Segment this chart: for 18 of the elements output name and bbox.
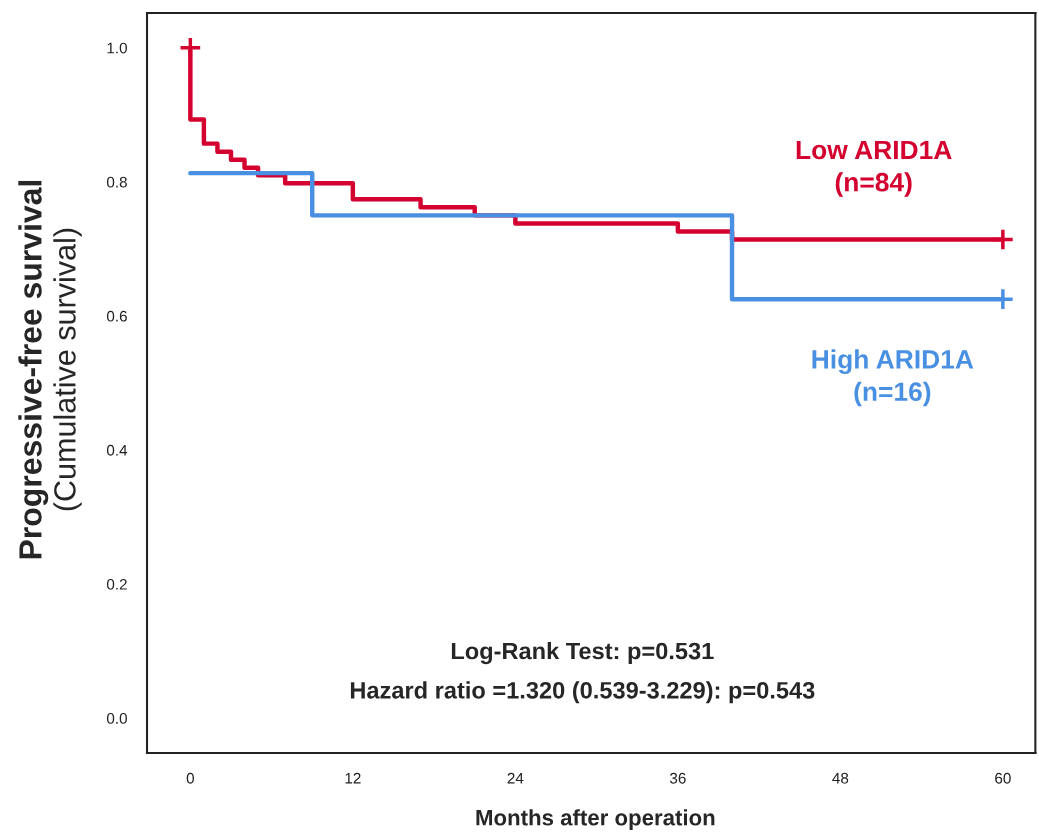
y-axis-title: Progressive-free survival (Cumulative survival) bbox=[18, 180, 82, 559]
annotation: Hazard ratio =1.320 (0.539-3.229): p=0.543 bbox=[350, 681, 815, 704]
y-tick-label: 0.8 bbox=[106, 176, 127, 188]
y-tick-label: 0.6 bbox=[106, 310, 127, 322]
y-tick-label: 0.4 bbox=[106, 444, 128, 456]
y-tick-label: 0.2 bbox=[106, 578, 127, 590]
annotation: Log-Rank Test: p=0.531 bbox=[451, 642, 714, 665]
x-tick-label: 60 bbox=[995, 772, 1011, 784]
x-tick-label: 12 bbox=[345, 772, 361, 784]
x-tick-label: 36 bbox=[669, 772, 686, 784]
y-tick-label: 1.0 bbox=[107, 42, 127, 54]
x-axis-title: Months after operation bbox=[476, 809, 715, 830]
series-label: Low ARID1A (n=84) bbox=[796, 140, 952, 197]
x-tick-label: 24 bbox=[507, 772, 524, 784]
y-tick-label: 0.0 bbox=[106, 712, 127, 724]
x-tick-label: 0 bbox=[186, 772, 194, 784]
x-tick-label: 48 bbox=[832, 772, 849, 784]
series-label: High ARID1A (n=16) bbox=[812, 349, 974, 407]
